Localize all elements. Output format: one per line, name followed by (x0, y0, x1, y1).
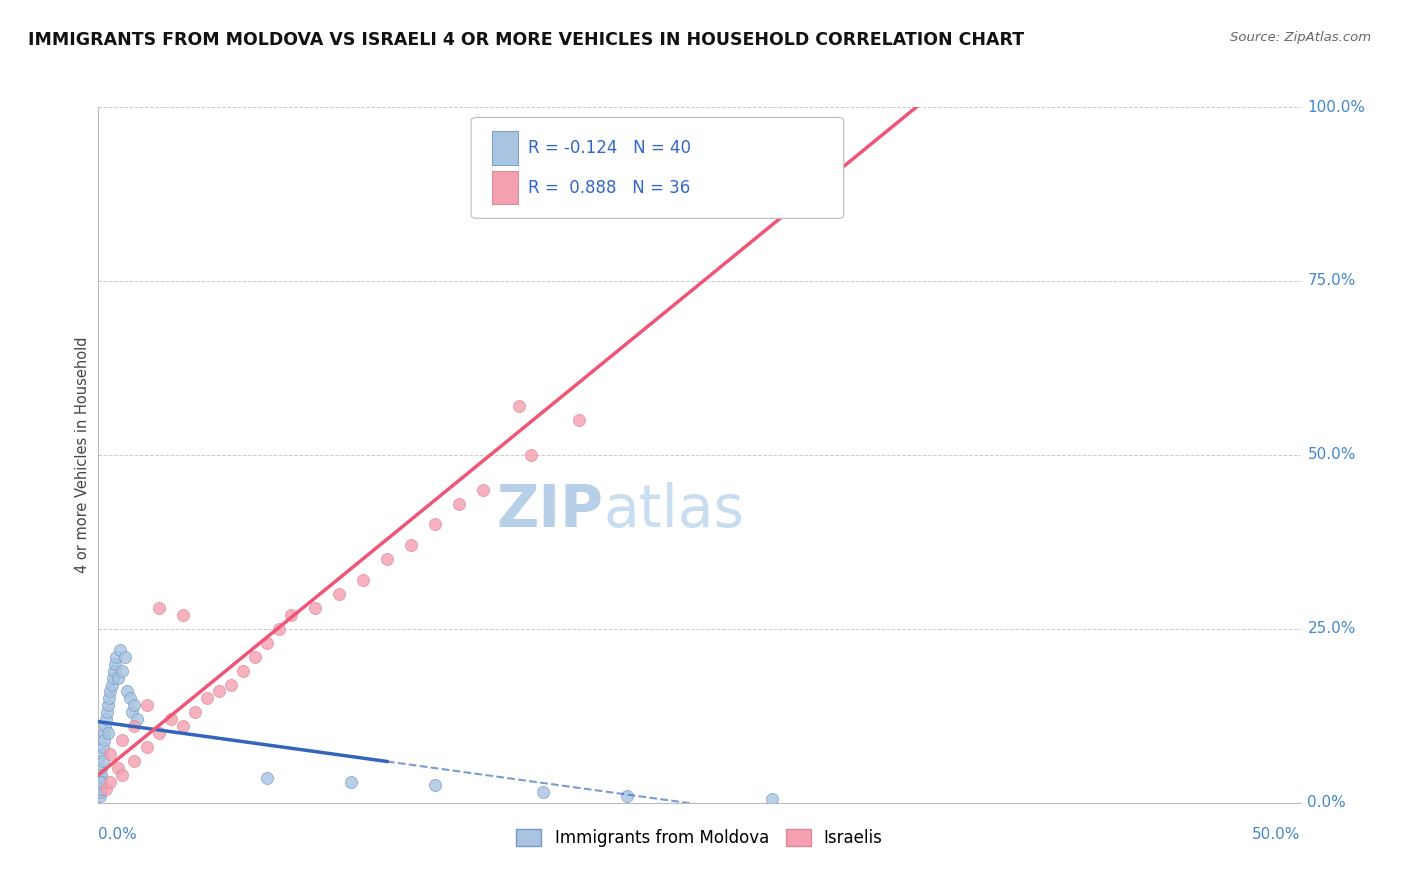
Point (472, 483, 495, 497)
Point (107, 761, 129, 775)
Text: 50.0%: 50.0% (1308, 448, 1355, 462)
Point (105, 649, 128, 664)
Point (117, 684, 139, 698)
Text: 50.0%: 50.0% (1253, 827, 1301, 842)
Point (568, 413, 591, 427)
Legend: Immigrants from Moldova, Israelis: Immigrants from Moldova, Israelis (509, 822, 890, 854)
Point (111, 733, 134, 747)
Point (97, 698, 120, 713)
Point (96, 726, 118, 740)
Point (98, 691, 121, 706)
Text: 25.0%: 25.0% (1308, 622, 1355, 636)
Point (280, 607, 302, 622)
Point (101, 671, 124, 685)
Point (399, 538, 422, 552)
Point (91, 747, 114, 761)
Point (423, 517, 446, 532)
Point (256, 772, 278, 786)
Point (340, 775, 363, 789)
Point (90, 761, 112, 775)
Text: 0.0%: 0.0% (1308, 796, 1346, 810)
Text: atlas: atlas (603, 482, 744, 539)
Point (90, 781, 112, 796)
Point (90, 775, 112, 789)
Point (135, 740, 157, 755)
Point (100, 747, 122, 761)
Point (89, 781, 111, 796)
Text: Source: ZipAtlas.com: Source: ZipAtlas.com (1230, 31, 1371, 45)
Point (94, 712, 117, 726)
Point (423, 778, 446, 792)
FancyBboxPatch shape (492, 171, 517, 204)
Point (124, 719, 146, 733)
Point (208, 684, 231, 698)
Point (531, 785, 554, 799)
Point (616, 789, 638, 803)
Text: R = -0.124   N = 40: R = -0.124 N = 40 (527, 139, 690, 157)
Point (219, 677, 242, 691)
Point (172, 719, 194, 733)
Point (195, 691, 218, 706)
Point (447, 497, 470, 511)
Point (243, 649, 266, 664)
Point (124, 754, 146, 768)
Text: 100.0%: 100.0% (1308, 100, 1365, 114)
Point (96, 706, 118, 720)
Point (104, 657, 127, 671)
Text: ZIP: ZIP (496, 482, 603, 539)
Point (159, 712, 181, 726)
Text: IMMIGRANTS FROM MOLDOVA VS ISRAELI 4 OR MORE VEHICLES IN HOUSEHOLD CORRELATION C: IMMIGRANTS FROM MOLDOVA VS ISRAELI 4 OR … (28, 31, 1024, 49)
FancyBboxPatch shape (471, 118, 844, 219)
Point (148, 726, 170, 740)
Point (183, 706, 205, 720)
Point (100, 677, 122, 691)
Point (93, 733, 115, 747)
Point (118, 691, 141, 706)
Y-axis label: 4 or more Vehicles in Household: 4 or more Vehicles in Household (75, 336, 90, 574)
Point (103, 664, 125, 678)
Text: R =  0.888   N = 36: R = 0.888 N = 36 (527, 178, 690, 197)
Text: 75.0%: 75.0% (1308, 274, 1355, 288)
Point (148, 601, 170, 615)
Point (94, 781, 117, 796)
Point (256, 636, 278, 650)
Point (111, 768, 134, 782)
Point (605, 204, 627, 219)
Point (124, 698, 146, 713)
Point (107, 671, 129, 685)
Text: 0.0%: 0.0% (98, 827, 138, 842)
Point (93, 726, 115, 740)
Point (267, 622, 290, 636)
Point (100, 775, 122, 789)
Point (94, 719, 117, 733)
Point (90, 768, 112, 782)
FancyBboxPatch shape (492, 131, 517, 165)
Point (352, 573, 374, 587)
Point (114, 649, 136, 664)
Point (761, 792, 783, 806)
Point (508, 399, 530, 413)
Point (100, 684, 122, 698)
Point (89, 785, 111, 799)
Point (121, 706, 143, 720)
Point (328, 587, 350, 601)
Point (172, 607, 194, 622)
Point (111, 664, 134, 678)
Point (232, 664, 254, 678)
Point (91, 740, 114, 755)
Point (108, 642, 131, 657)
Point (125, 712, 148, 726)
Point (304, 601, 326, 615)
Point (89, 772, 111, 786)
Point (135, 698, 157, 713)
Point (91, 754, 114, 768)
Point (375, 552, 398, 566)
Point (520, 448, 543, 462)
Point (89, 789, 111, 803)
